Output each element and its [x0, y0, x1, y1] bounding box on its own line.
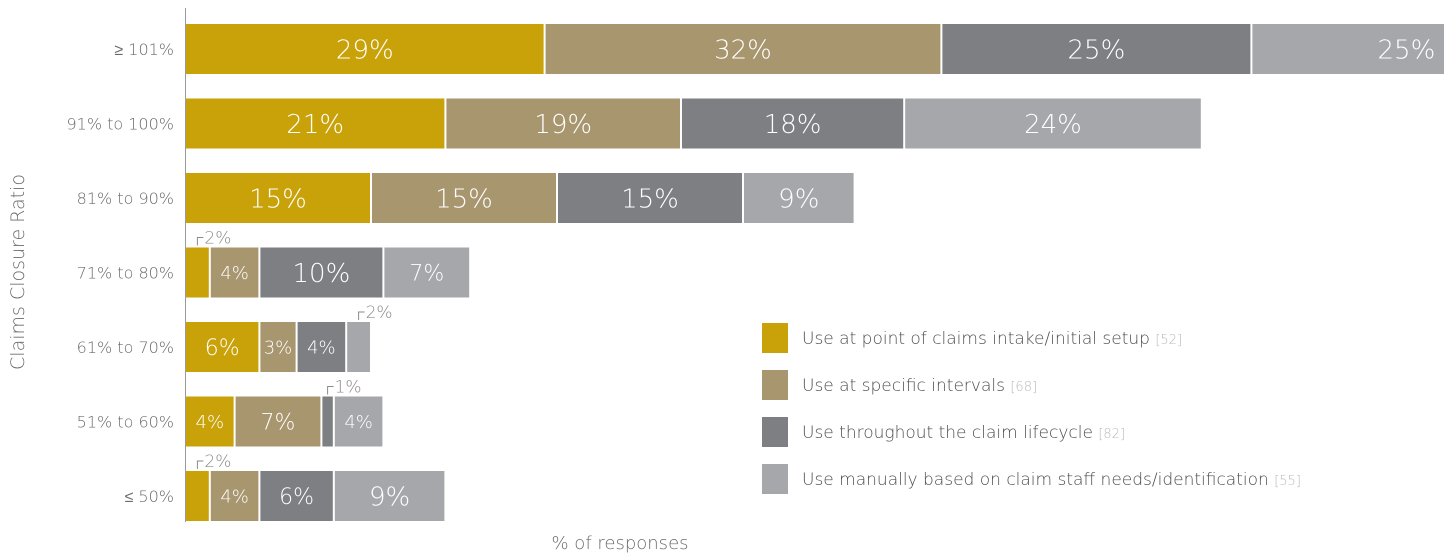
- category-label: ≥ 101%: [114, 40, 174, 59]
- bar-value-label: 29%: [336, 35, 394, 65]
- bar-segment: [334, 396, 383, 447]
- bar-value-label: 9%: [778, 184, 819, 214]
- bar-segment: [446, 98, 680, 149]
- bar-value-label: 21%: [286, 110, 344, 140]
- bar-segment: [260, 247, 383, 298]
- bar-segment: [322, 396, 333, 447]
- bar-value-label: 6%: [279, 485, 314, 510]
- legend-swatch: [762, 370, 788, 400]
- bar-segment: [682, 98, 904, 149]
- legend: Use at point of claims intake/initial se…: [762, 323, 1301, 494]
- bar-value-label: 24%: [1024, 110, 1082, 140]
- bar-segment: [186, 471, 209, 521]
- bar-value-label: 2%: [366, 303, 393, 323]
- bar-segment: [334, 471, 445, 521]
- bar-value-label: 1%: [335, 378, 362, 398]
- legend-label: Use at specific intervals [68]: [802, 376, 1037, 396]
- category-label: 71% to 80%: [77, 264, 174, 283]
- bar-value-label: 7%: [409, 261, 444, 286]
- category-label: 61% to 70%: [77, 338, 174, 357]
- bar-value-label: 2%: [204, 229, 231, 249]
- bar-value-label: 7%: [261, 410, 296, 435]
- category-label: 81% to 90%: [77, 189, 174, 208]
- legend-swatch: [762, 417, 788, 447]
- bar-segment: [186, 322, 259, 372]
- bar-value-label: 15%: [249, 184, 307, 214]
- bar-segment: [235, 396, 321, 447]
- bars-group: 29% 32% 25% 25% 21% 19% 18% 24% 15% 15% 15% 9% 2% 4% 1…: [186, 24, 1444, 521]
- bar-value-label: 10%: [293, 259, 351, 289]
- bar-value-label: 4%: [220, 486, 249, 507]
- category-label: ≤ 50%: [125, 487, 174, 506]
- bar-segment: [297, 322, 346, 372]
- bar-segment: [905, 98, 1201, 149]
- legend-count: [68]: [1010, 380, 1037, 395]
- bar-segment: [260, 471, 333, 521]
- bar-segment: [372, 173, 556, 223]
- x-axis-title: % of responses: [551, 533, 688, 554]
- bar-value-label: 4%: [196, 412, 225, 433]
- callout-line: [327, 386, 334, 395]
- bar-segment: [186, 173, 370, 223]
- legend-count: [55]: [1274, 474, 1301, 489]
- legend-label: Use at point of claims intake/initial se…: [802, 329, 1182, 349]
- bar-value-label: 3%: [264, 337, 293, 358]
- bar-value-label: 4%: [220, 263, 249, 284]
- bar-segment: [186, 247, 209, 298]
- bar-value-label: 2%: [204, 452, 231, 472]
- bar-value-label: 15%: [435, 184, 493, 214]
- callout-line: [196, 460, 204, 469]
- bar-value-label: 4%: [344, 412, 373, 433]
- callout-line: [358, 311, 365, 320]
- y-axis-title: Claims Closure Ratio: [7, 174, 29, 370]
- category-labels: ≥ 101% 91% to 100% 81% to 90% 71% to 80% 61%…: [66, 40, 174, 506]
- bar-value-label: 9%: [369, 482, 410, 512]
- legend-swatch: [762, 323, 788, 353]
- bar-segment: [260, 322, 296, 372]
- bar-value-label: 19%: [534, 110, 592, 140]
- legend-count: [82]: [1098, 427, 1125, 442]
- bar-value-label: 6%: [205, 336, 240, 361]
- bar-segment: [558, 173, 742, 223]
- bar-segment: [186, 24, 544, 74]
- category-label: 51% to 60%: [77, 413, 174, 432]
- bar-value-label: 18%: [764, 110, 822, 140]
- bar-value-label: 15%: [621, 184, 679, 214]
- bar-segment: [744, 173, 854, 223]
- category-label: 91% to 100%: [66, 115, 174, 134]
- bar-segment: [347, 322, 370, 372]
- bar-segment: [384, 247, 470, 298]
- bar-segment: [942, 24, 1251, 74]
- bar-segment: [186, 396, 234, 447]
- bar-segment: [545, 24, 941, 74]
- bar-segment: [210, 471, 259, 521]
- bar-value-label: 25%: [1378, 35, 1436, 65]
- legend-swatch: [762, 464, 788, 494]
- bar-value-label: 25%: [1068, 35, 1126, 65]
- callout-line: [196, 237, 204, 246]
- legend-label: Use manually based on claim staff needs/…: [802, 470, 1301, 490]
- bar-segment: [186, 98, 445, 149]
- bar-segment: [1252, 24, 1444, 74]
- bar-segment: [210, 247, 259, 298]
- legend-label: Use throughout the claim lifecycle [82]: [802, 423, 1125, 443]
- legend-count: [52]: [1155, 333, 1182, 348]
- bar-value-label: 4%: [307, 337, 336, 358]
- bar-value-label: 32%: [714, 35, 772, 65]
